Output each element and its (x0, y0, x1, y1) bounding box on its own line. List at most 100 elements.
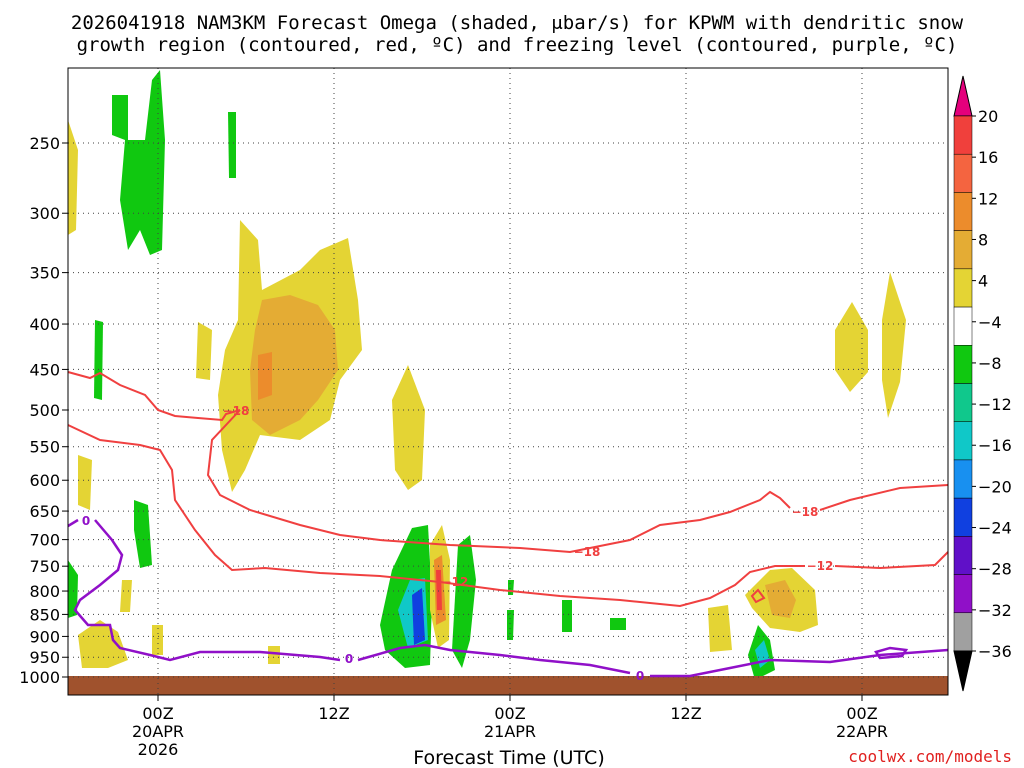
ground-surface (68, 676, 948, 695)
colorbar-bottom-arrow (953, 650, 973, 692)
colorbar-label-12: −32 (978, 601, 1012, 620)
x-tick-label-36-0: 12Z (670, 704, 701, 723)
plot-frame (67, 67, 949, 696)
colorbar-label-7: −12 (978, 395, 1012, 414)
colorbar-box-3 (953, 230, 973, 270)
freezing-line-main (73, 519, 341, 662)
chart-title-line1: 2026041918 NAM3KM Forecast Omega (shaded… (71, 12, 964, 34)
colorbar-label-11: −28 (978, 560, 1012, 579)
freezing-line-mid (357, 643, 631, 675)
label-freezing-b: 0 (345, 652, 353, 666)
omega-shade-yellow-left1 (78, 455, 92, 510)
x-tick-label-0-1: 20APR (132, 722, 184, 741)
y-tick-label-600: 600 (29, 471, 60, 490)
y-axis: 250 300 350 400 450 500 550 600 650 700 750 800 850 9… (19, 134, 68, 687)
colorbar-box-1 (953, 153, 973, 193)
y-tick-label-550: 550 (29, 438, 60, 457)
y-tick-label-1000: 1000 (19, 668, 60, 687)
omega-shade-yellow-left5 (268, 646, 280, 664)
colorbar-label-3: 8 (978, 230, 988, 249)
freezing-line-right (650, 648, 949, 678)
omega-shade-green-small5 (610, 618, 626, 630)
omega-shade-orange-right1 (765, 580, 796, 618)
colorbar-label-5: −4 (978, 313, 1002, 332)
omega-shade-green-small4 (562, 600, 572, 632)
colorbar-box-4 (953, 268, 973, 308)
omega-shade-yellow-left3 (78, 620, 128, 668)
omega-shade-yellow-col (392, 365, 425, 490)
y-tick-label-300: 300 (29, 204, 60, 223)
freezing-level-contour (67, 518, 949, 678)
omega-shade-yellow-left2 (120, 580, 132, 612)
colorbar-box-0 (953, 115, 973, 155)
colorbar-label-9: −20 (978, 477, 1012, 496)
dgz-contours (67, 371, 949, 608)
chart-title-line2: growth region (contoured, red, ºC) and f… (77, 34, 958, 56)
colorbar-box-8 (953, 421, 973, 461)
colorbar-label-10: −24 (978, 519, 1012, 538)
label-minus18-c: −18 (792, 505, 819, 519)
omega-shade-yellow-small1 (196, 322, 212, 380)
colorbar-box-9 (953, 459, 973, 499)
x-tick-label-24-1: 21APR (484, 722, 536, 741)
label-minus12-a: −12 (442, 575, 469, 589)
omega-shade-orange-main (250, 295, 338, 435)
colorbar-box-5 (953, 306, 973, 346)
x-tick-label-12-0: 12Z (318, 704, 349, 723)
colorbar-label-2: 12 (978, 189, 998, 208)
x-tick-label-0-2: 2026 (138, 740, 179, 759)
colorbar-label-8: −16 (978, 436, 1012, 455)
label-minus18-b: −18 (574, 545, 601, 559)
colorbar-label-1: 16 (978, 148, 998, 167)
colorbar-label-4: 4 (978, 272, 988, 291)
omega-shade-green-core2 (452, 535, 476, 668)
omega-shade-yellow-edge (68, 120, 78, 235)
y-tick-label-400: 400 (29, 315, 60, 334)
omega-shade-yellow-right4 (882, 272, 906, 418)
label-freezing-c: 0 (636, 669, 644, 683)
y-tick-label-750: 750 (29, 557, 60, 576)
colorbar-box-6 (953, 345, 973, 384)
omega-shade-green-left (94, 320, 103, 400)
omega-shade-green-small2 (508, 580, 514, 595)
label-minus18-a: −18 (223, 404, 250, 418)
label-minus12-b: −12 (807, 559, 834, 573)
contour-minus18-right (819, 484, 949, 511)
colorbar-box-11 (953, 536, 973, 575)
freezing-line-left (67, 518, 79, 528)
y-tick-label-500: 500 (29, 401, 60, 420)
colorbar-box-10 (953, 497, 973, 537)
x-axis-label: Forecast Time (UTC) (413, 747, 604, 768)
x-tick-label-48-1: 22APR (836, 722, 888, 741)
colorbar-label-0: 20 (978, 107, 998, 126)
contour-minus12-main (67, 424, 805, 608)
contour-minus12-right (834, 551, 949, 570)
contour-minus18-lower (206, 409, 791, 554)
y-tick-label-350: 350 (29, 264, 60, 283)
colorbar-box-2 (953, 192, 973, 231)
colorbar-box-12 (953, 574, 973, 614)
contour-minus12-small (750, 588, 766, 604)
x-tick-label-48-0: 00Z (846, 704, 877, 723)
y-tick-label-850: 850 (29, 605, 60, 624)
x-tick-label-0-0: 00Z (142, 704, 173, 723)
y-tick-label-900: 900 (29, 627, 60, 646)
omega-shade-green-small3 (507, 610, 514, 640)
omega-shade-green-edge (68, 560, 78, 618)
omega-shade-green-small (228, 112, 236, 178)
x-tick-label-24-0: 00Z (494, 704, 525, 723)
colorbar-label-6: −8 (978, 354, 1002, 373)
omega-shade-darkorange (258, 352, 272, 400)
freezing-line-loop (874, 646, 909, 660)
y-tick-label-950: 950 (29, 648, 60, 667)
colorbar-box-13 (953, 612, 973, 652)
y-tick-label-650: 650 (29, 502, 60, 521)
y-tick-label-450: 450 (29, 360, 60, 379)
y-tick-label-250: 250 (29, 134, 60, 153)
y-tick-label-700: 700 (29, 531, 60, 550)
omega-shade-blue-core (412, 588, 425, 645)
colorbar-top-arrow (953, 75, 973, 117)
colorbar-label-13: −36 (978, 642, 1012, 661)
